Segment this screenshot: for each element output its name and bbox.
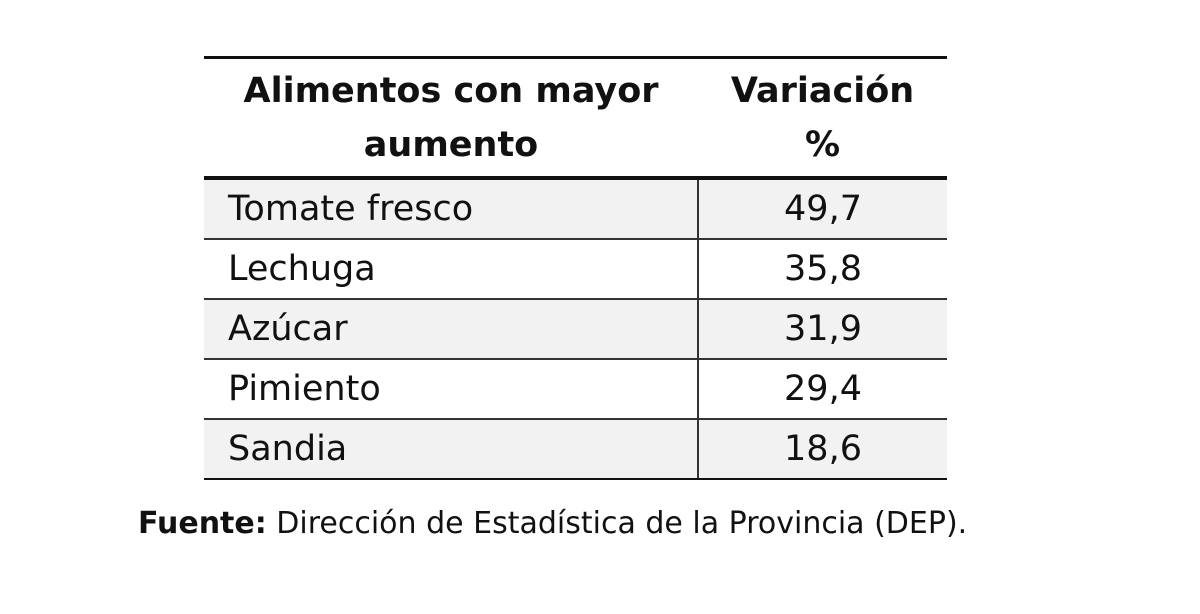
column-header-variation: Variación % (698, 58, 947, 179)
table-row: Sandia 18,6 (204, 419, 947, 480)
column-header-food-line-2: aumento (363, 124, 539, 165)
variation-cell: 31,9 (697, 299, 947, 360)
food-cell: Lechuga (204, 239, 698, 300)
price-increase-table: Alimentos con mayor aumento Variación % … (204, 56, 947, 480)
variation-cell: 49,7 (697, 178, 947, 240)
column-header-variation-line-1: Variación (730, 70, 915, 111)
header-row: Alimentos con mayor aumento Variación % (204, 57, 947, 179)
table-row: Lechuga 35,8 (204, 239, 947, 300)
table-header: Alimentos con mayor aumento Variación % (204, 57, 947, 179)
column-header-variation-line-2: % (804, 124, 841, 165)
food-cell: Azúcar (204, 299, 698, 360)
column-header-food: Alimentos con mayor aumento (204, 58, 698, 179)
table-row: Pimiento 29,4 (204, 359, 947, 420)
variation-cell: 35,8 (697, 239, 947, 300)
source-note: Fuente: Dirección de Estadística de la P… (138, 500, 1138, 548)
food-cell: Tomate fresco (204, 178, 698, 240)
food-cell: Sandia (204, 419, 698, 480)
food-cell: Pimiento (204, 359, 698, 420)
source-label: Fuente: (138, 506, 267, 541)
column-header-food-line-1: Alimentos con mayor (243, 70, 659, 111)
table-row: Tomate fresco 49,7 (204, 178, 947, 240)
table-body: Tomate fresco 49,7 Lechuga 35,8 Azúcar 3… (204, 178, 947, 480)
variation-cell: 29,4 (697, 359, 947, 420)
price-increase-table-container: Alimentos con mayor aumento Variación % … (204, 56, 947, 480)
source-text: Dirección de Estadística de la Provincia… (266, 506, 968, 541)
variation-cell: 18,6 (697, 419, 947, 480)
table-row: Azúcar 31,9 (204, 299, 947, 360)
